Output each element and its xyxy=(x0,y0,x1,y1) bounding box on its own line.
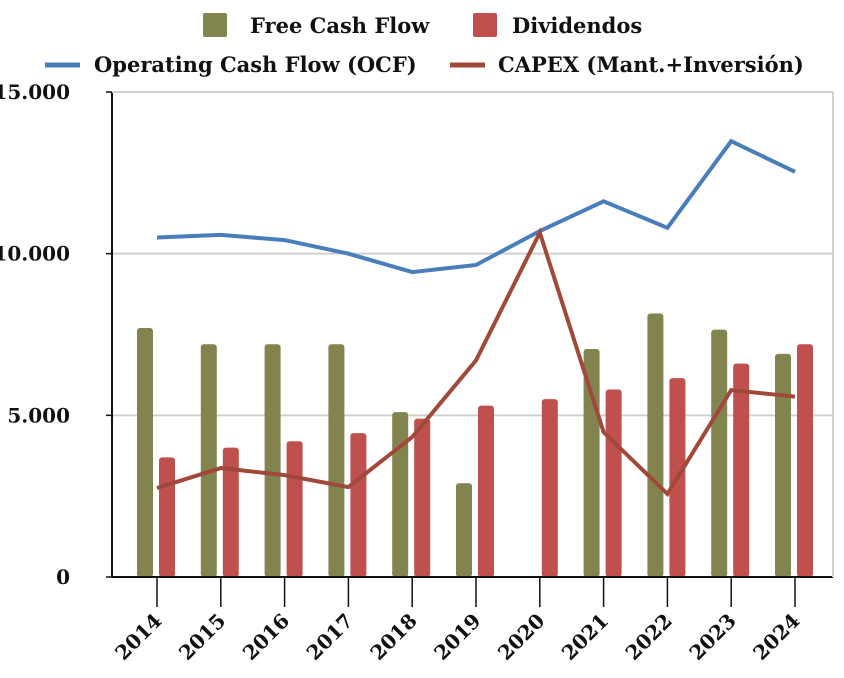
x-tick-label: 2023 xyxy=(684,609,740,665)
x-tick-label: 2018 xyxy=(365,609,421,665)
bar-free-cash-flow-2016 xyxy=(264,344,281,577)
bar-dividendos-2016 xyxy=(286,441,303,577)
bar-dividendos-2020 xyxy=(541,399,558,577)
x-tick-label: 2015 xyxy=(174,609,230,665)
bar-free-cash-flow-2017 xyxy=(328,344,345,577)
bar-dividendos-2015 xyxy=(222,447,239,577)
bar-free-cash-flow-2022 xyxy=(647,313,664,577)
x-tick-label: 2022 xyxy=(621,609,677,665)
legend-label-ocf: Operating Cash Flow (OCF) xyxy=(94,52,417,77)
capex-line xyxy=(156,227,796,498)
x-tick-label: 2014 xyxy=(110,609,166,665)
legend: Free Cash Flow Dividendos Operating Cash… xyxy=(45,13,804,77)
bar-dividendos-2018 xyxy=(414,418,431,577)
bar-free-cash-flow-2015 xyxy=(200,344,217,577)
legend-label-free-cash-flow: Free Cash Flow xyxy=(250,13,430,38)
bar-free-cash-flow-2019 xyxy=(456,483,472,577)
legend-swatch-dividendos xyxy=(473,13,497,37)
bar-free-cash-flow-2024 xyxy=(775,353,791,577)
bar-dividendos-2017 xyxy=(350,433,367,577)
x-tick-label: 2021 xyxy=(557,609,613,665)
bar-dividendos-2014 xyxy=(159,457,175,577)
lines xyxy=(156,138,796,498)
legend-label-capex: CAPEX (Mant.+Inversión) xyxy=(498,52,804,77)
x-tick-label: 2017 xyxy=(302,609,358,665)
y-tick-label: 0 xyxy=(56,565,70,589)
bar-free-cash-flow-2014 xyxy=(137,328,153,577)
x-tick-label: 2019 xyxy=(429,609,485,665)
bar-free-cash-flow-2023 xyxy=(711,329,728,577)
bars xyxy=(137,313,813,577)
bar-dividendos-2021 xyxy=(605,389,622,577)
legend-item-ocf: Operating Cash Flow (OCF) xyxy=(45,52,417,77)
legend-item-capex: CAPEX (Mant.+Inversión) xyxy=(450,52,804,77)
y-tick-label: 5.000 xyxy=(7,403,70,427)
x-tick-label: 2024 xyxy=(748,609,804,665)
x-tick-label: 2020 xyxy=(493,609,549,665)
x-tick-label: 2016 xyxy=(238,609,294,665)
legend-item-dividendos: Dividendos xyxy=(473,13,642,38)
y-tick-label: 15.000 xyxy=(0,80,70,104)
legend-swatch-free-cash-flow xyxy=(203,13,227,37)
bar-free-cash-flow-2018 xyxy=(392,412,409,577)
legend-label-dividendos: Dividendos xyxy=(512,13,642,38)
y-tick-label: 10.000 xyxy=(0,242,70,266)
bar-dividendos-2023 xyxy=(733,363,750,577)
ocf-line xyxy=(156,138,796,275)
legend-item-free-cash-flow: Free Cash Flow xyxy=(203,13,430,38)
bar-dividendos-2019 xyxy=(478,405,494,577)
bar-dividendos-2024 xyxy=(797,344,813,577)
